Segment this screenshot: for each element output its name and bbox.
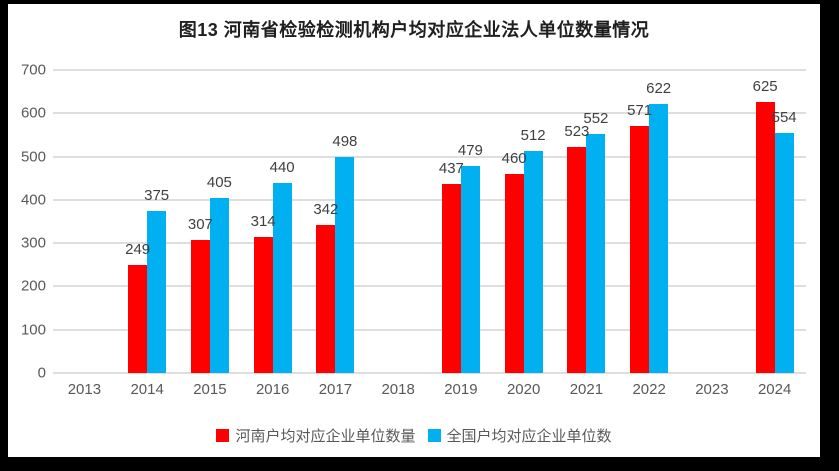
bar-series1-2020 [523, 151, 543, 373]
bar-series0-2022 [630, 125, 650, 373]
x-tick-label-2024: 2024 [757, 381, 792, 398]
y-tick-label-500: 500 [20, 148, 46, 166]
bar-series1-2019 [460, 165, 480, 373]
legend-swatch-1 [427, 429, 441, 442]
bar-series1-2021 [586, 134, 606, 373]
x-tick-label-2020: 2020 [506, 381, 541, 398]
x-tick-label-2023: 2023 [695, 381, 729, 398]
legend-label-1: 全国户均对应企业单位数 [446, 428, 612, 445]
legend: 河南户均对应企业单位数量 全国户均对应企业单位数 [8, 425, 820, 446]
bar-series0-2019 [441, 183, 461, 373]
legend-swatch-0 [216, 429, 230, 442]
legend-entry-1: 全国户均对应企业单位数 [427, 425, 612, 446]
x-tick-label-2015: 2015 [193, 381, 227, 398]
bar-series1-2024 [774, 133, 794, 373]
bar-series1-2022 [649, 103, 669, 373]
plot-area: 249 307 314 342 437 460 523 571 625 375 405 440 498 4… [53, 69, 806, 374]
bar-series1-2017 [335, 157, 355, 373]
data-label-series1-2022: 622 [646, 79, 672, 97]
bar-series0-2017 [316, 224, 336, 373]
bar-series0-2015 [190, 240, 210, 373]
data-label-series0-2014: 249 [125, 241, 151, 259]
data-label-series1-2014: 375 [144, 186, 170, 204]
y-tick-label-300: 300 [20, 234, 46, 252]
bar-series0-2021 [567, 146, 587, 373]
x-tick-label-2022: 2022 [632, 381, 666, 398]
y-tick-label-100: 100 [20, 321, 46, 339]
gridline-100 [53, 328, 806, 331]
data-label-series1-2021: 552 [583, 110, 609, 128]
data-label-series0-2016: 314 [250, 213, 276, 231]
bar-series0-2020 [504, 173, 524, 373]
bar-series1-2015 [209, 197, 229, 373]
x-tick-label-2018: 2018 [381, 381, 415, 398]
bar-series0-2014 [128, 265, 148, 373]
data-label-series0-2022: 571 [627, 101, 653, 119]
gridline-700 [53, 69, 806, 71]
y-tick-label-0: 0 [37, 364, 46, 382]
x-tick-label-2019: 2019 [444, 381, 478, 398]
legend-label-0: 河南户均对应企业单位数量 [235, 428, 416, 445]
gridline-600 [53, 112, 806, 115]
y-axis: 0 100 200 300 400 500 600 700 [8, 62, 46, 382]
data-label-series0-2017: 342 [313, 200, 339, 218]
x-axis: 2013 2014 2015 2016 2017 2018 2019 2020 2021 2022… [53, 381, 806, 401]
chart-title: 图13 河南省检验检测机构户均对应企业法人单位数量情况 [178, 20, 650, 40]
data-label-series0-2019: 437 [438, 159, 464, 177]
data-label-series1-2019: 479 [457, 141, 483, 159]
x-tick-label-2014: 2014 [130, 381, 164, 398]
gridline-0 [53, 372, 806, 374]
data-label-series1-2017: 498 [332, 133, 358, 151]
x-tick-label-2021: 2021 [569, 381, 604, 398]
y-tick-label-400: 400 [20, 191, 46, 209]
y-tick-label-200: 200 [20, 277, 46, 295]
gridline-300 [53, 242, 806, 245]
gridline-400 [53, 198, 806, 201]
x-tick-label-2016: 2016 [255, 381, 290, 398]
gridline-500 [53, 155, 806, 158]
bar-series1-2016 [272, 182, 292, 373]
bar-series1-2014 [147, 210, 167, 373]
data-label-series1-2020: 512 [520, 127, 546, 145]
data-label-series0-2020: 460 [501, 149, 527, 167]
bar-series0-2024 [755, 102, 775, 373]
data-label-series1-2016: 440 [269, 158, 295, 176]
x-tick-label-2017: 2017 [318, 381, 353, 398]
legend-entry-0: 河南户均对应企业单位数量 [216, 425, 416, 446]
data-label-series1-2015: 405 [206, 173, 232, 191]
y-tick-label-600: 600 [20, 104, 46, 122]
chart-panel: 图13 河南省检验检测机构户均对应企业法人单位数量情况 0 100 200 300 40… [8, 4, 820, 457]
data-label-series1-2024: 554 [771, 109, 797, 127]
bar-series0-2016 [253, 237, 273, 373]
data-label-series0-2015: 307 [187, 216, 213, 234]
x-tick-label-2013: 2013 [67, 381, 102, 398]
data-label-series0-2021: 523 [564, 122, 590, 140]
data-label-series0-2024: 625 [752, 78, 778, 96]
y-tick-label-700: 700 [20, 61, 46, 79]
gridline-200 [53, 285, 806, 288]
